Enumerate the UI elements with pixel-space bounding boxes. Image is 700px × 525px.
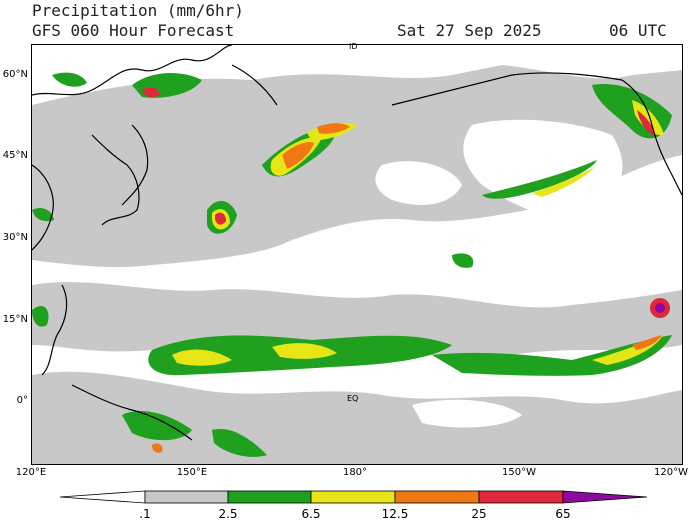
map-canvas	[32, 45, 682, 464]
colorbar-label-3: 12.5	[381, 507, 409, 521]
forecast-time: 06 UTC	[609, 21, 667, 40]
colorbar-segment-white	[59, 490, 146, 504]
equator-label: EQ	[347, 394, 359, 403]
coastlines	[32, 45, 682, 441]
colorbar-label-0: .1	[139, 507, 151, 521]
colorbar-segment-purple	[562, 490, 648, 504]
lon-label-180: 180°	[342, 467, 368, 478]
colorbar-label-4: 25	[471, 507, 487, 521]
lon-label-150w: 150°W	[502, 467, 536, 478]
colorbar-segment-red	[478, 490, 564, 504]
lat-label-30n: 30°N	[2, 232, 28, 243]
colorbar-segment-gray	[144, 490, 229, 504]
lat-label-0: 0°	[16, 395, 28, 406]
lon-label-120e: 120°E	[15, 467, 47, 478]
map-title: Precipitation (mm/6hr)	[32, 1, 244, 20]
forecast-label: GFS 060 Hour Forecast	[32, 21, 235, 40]
precipitation-map	[31, 44, 683, 465]
precip-light-layer	[32, 65, 682, 464]
lat-label-45n: 45°N	[2, 150, 28, 161]
forecast-date: Sat 27 Sep 2025	[397, 21, 542, 40]
colorbar-label-5: 65	[555, 507, 571, 521]
lat-label-15n: 15°N	[2, 314, 28, 325]
precip-intense-layer	[142, 87, 670, 453]
lon-label-150e: 150°E	[176, 467, 208, 478]
colorbar	[59, 490, 648, 504]
lon-label-120w: 120°W	[654, 467, 688, 478]
top-marker-label: ID	[349, 42, 358, 51]
colorbar-label-2: 6.5	[301, 507, 321, 521]
colorbar-label-1: 2.5	[218, 507, 238, 521]
colorbar-segment-yellow	[310, 490, 396, 504]
lat-label-60n: 60°N	[2, 69, 28, 80]
colorbar-segment-green	[227, 490, 312, 504]
colorbar-segment-orange	[394, 490, 480, 504]
